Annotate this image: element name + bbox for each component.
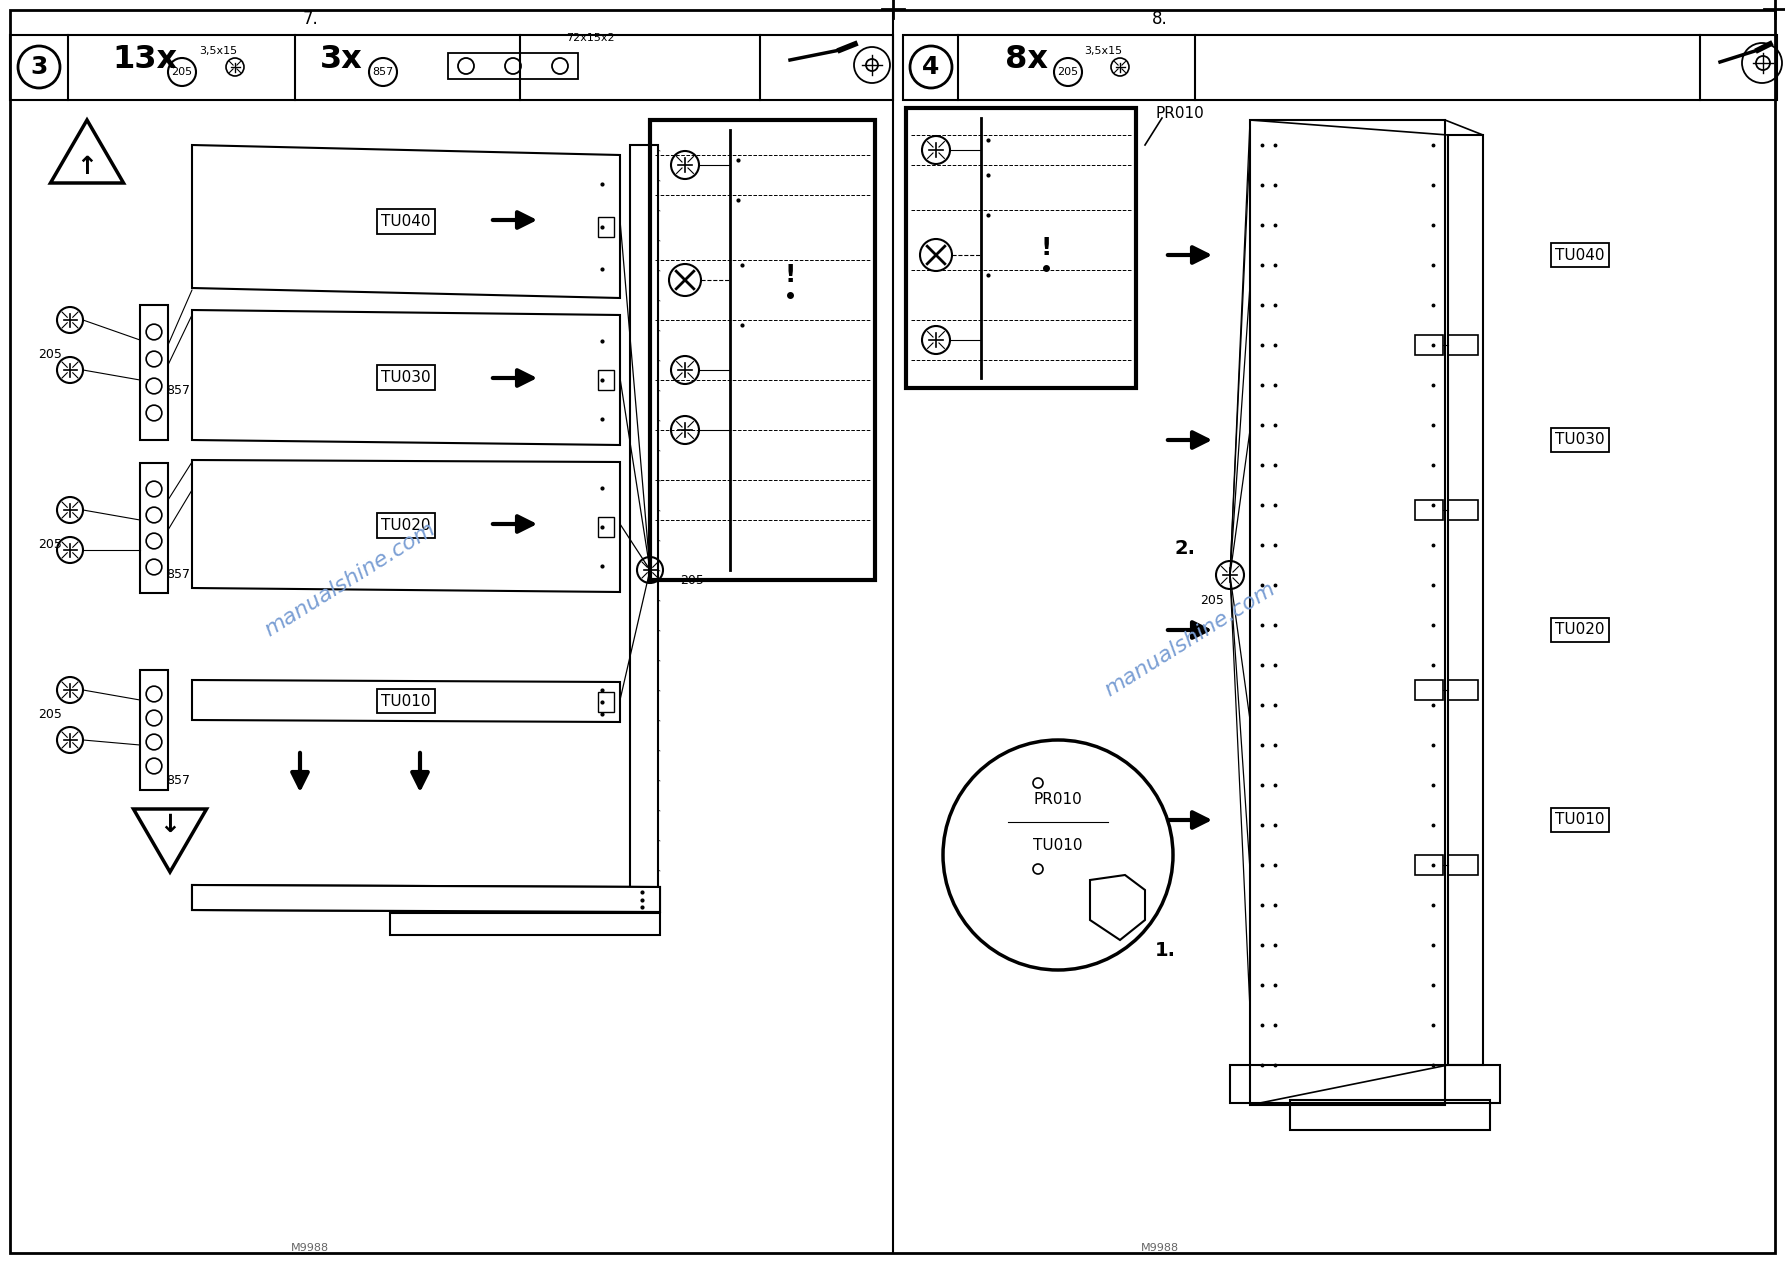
Bar <box>1250 120 1446 1105</box>
Bar <box>1416 855 1442 875</box>
Bar <box>1291 1100 1490 1130</box>
Bar <box>1448 679 1478 700</box>
Text: 857: 857 <box>166 773 189 787</box>
Polygon shape <box>193 885 660 912</box>
Circle shape <box>942 740 1173 970</box>
Text: 205: 205 <box>37 538 62 552</box>
Bar <box>598 692 614 712</box>
Text: 205: 205 <box>37 709 62 721</box>
Bar <box>598 517 614 537</box>
Text: 205: 205 <box>171 67 193 77</box>
Text: !: ! <box>1041 236 1051 260</box>
Polygon shape <box>193 460 619 592</box>
Text: manualshine.com: manualshine.com <box>261 519 439 640</box>
Bar <box>630 145 659 895</box>
Text: 3x: 3x <box>320 44 362 76</box>
Bar <box>1416 679 1442 700</box>
Text: 8x: 8x <box>1005 44 1048 76</box>
Text: TU010: TU010 <box>1555 812 1605 827</box>
Text: 72x15x2: 72x15x2 <box>566 33 614 43</box>
Text: 3,5x15: 3,5x15 <box>198 45 237 56</box>
Bar <box>903 35 1778 100</box>
Text: TU010: TU010 <box>1034 837 1083 853</box>
Polygon shape <box>193 885 660 912</box>
Polygon shape <box>193 679 619 722</box>
Text: TU020: TU020 <box>382 518 430 533</box>
Bar <box>448 53 578 80</box>
Text: TU040: TU040 <box>382 213 430 229</box>
Bar <box>1448 500 1478 520</box>
Polygon shape <box>389 913 660 935</box>
Text: 2.: 2. <box>1175 538 1196 557</box>
Text: ↑: ↑ <box>77 155 98 179</box>
Text: TU010: TU010 <box>382 693 430 709</box>
Text: TU040: TU040 <box>1555 248 1605 263</box>
Bar <box>1416 500 1442 520</box>
Polygon shape <box>193 145 619 298</box>
Bar <box>139 669 168 789</box>
Polygon shape <box>193 309 619 445</box>
Polygon shape <box>1091 875 1144 940</box>
Text: M9988: M9988 <box>291 1243 328 1253</box>
Bar <box>139 464 168 594</box>
Text: 857: 857 <box>166 568 189 581</box>
Text: PR010: PR010 <box>1034 792 1082 807</box>
Text: TU020: TU020 <box>1555 623 1605 638</box>
Text: PR010: PR010 <box>1155 106 1205 120</box>
Bar <box>1230 1065 1499 1103</box>
Bar <box>1416 335 1442 355</box>
Text: M9988: M9988 <box>1141 1243 1180 1253</box>
Bar <box>11 35 892 100</box>
Text: 13x: 13x <box>112 44 177 76</box>
Text: manualshine.com: manualshine.com <box>1101 580 1280 701</box>
Text: 1.: 1. <box>1155 941 1176 960</box>
Text: !: ! <box>784 263 796 287</box>
Text: TU030: TU030 <box>1555 432 1605 447</box>
Text: 857: 857 <box>166 384 189 397</box>
Text: 205: 205 <box>680 573 703 586</box>
Text: 8.: 8. <box>1151 10 1167 28</box>
Text: 205: 205 <box>1200 594 1225 606</box>
Bar <box>1448 855 1478 875</box>
Text: 205: 205 <box>1057 67 1078 77</box>
Text: 4: 4 <box>923 56 939 80</box>
Bar <box>650 120 875 580</box>
Text: 3,5x15: 3,5x15 <box>1083 45 1123 56</box>
Bar <box>907 109 1135 388</box>
Text: TU030: TU030 <box>382 370 430 385</box>
Text: ↓: ↓ <box>159 813 180 837</box>
Text: 3: 3 <box>30 56 48 80</box>
Bar <box>139 304 168 440</box>
Bar <box>598 370 614 390</box>
Bar <box>1448 135 1483 1065</box>
Text: 7.: 7. <box>302 10 318 28</box>
Text: 205: 205 <box>37 349 62 361</box>
Bar <box>1448 335 1478 355</box>
Text: 857: 857 <box>373 67 394 77</box>
Bar <box>598 216 614 236</box>
